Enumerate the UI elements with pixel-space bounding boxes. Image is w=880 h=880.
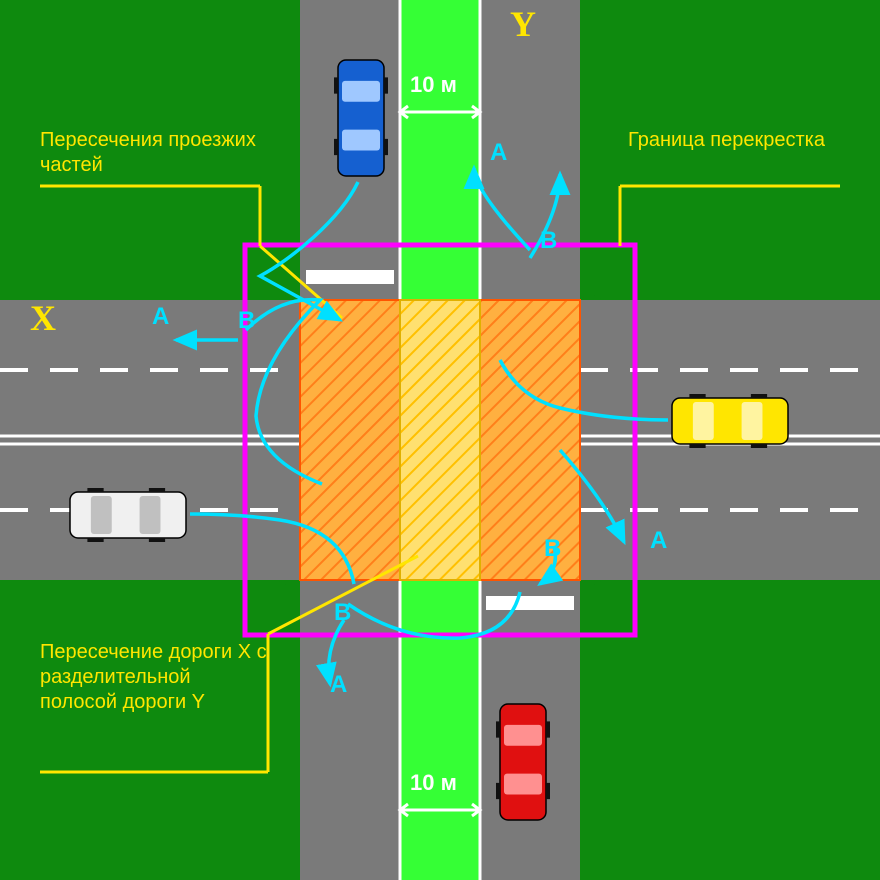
car-yellow [672, 394, 788, 448]
marker-A: A [152, 303, 169, 330]
hatch-left [300, 300, 400, 580]
hatch-right [480, 300, 580, 580]
marker-B: B [540, 227, 557, 254]
marker-B: B [334, 599, 351, 626]
marker-B: B [544, 535, 561, 562]
car-white [70, 488, 186, 542]
median-top [400, 0, 480, 300]
marker-A: A [490, 139, 507, 166]
road-label-y: Y [510, 4, 536, 44]
car-blue [334, 60, 388, 176]
marker-A: A [330, 671, 347, 698]
svg-text:10 м: 10 м [410, 770, 457, 795]
median-bottom [400, 580, 480, 880]
marker-B: B [238, 307, 255, 334]
marker-A: A [650, 527, 667, 554]
hatch-middle [400, 300, 480, 580]
car-red [496, 704, 550, 820]
annotation-median-crossing: Пересечение дороги Х с разделительной по… [40, 640, 270, 715]
diagram-stage: 10 м 10 м A B A B B A B A X Y Пересечения проезжих … [0, 0, 880, 880]
annotation-border: Граница перекрестка [628, 128, 848, 153]
annotation-intersections: Пересечения проезжих частей [40, 128, 280, 178]
svg-text:10 м: 10 м [410, 72, 457, 97]
road-label-x: X [30, 298, 56, 338]
